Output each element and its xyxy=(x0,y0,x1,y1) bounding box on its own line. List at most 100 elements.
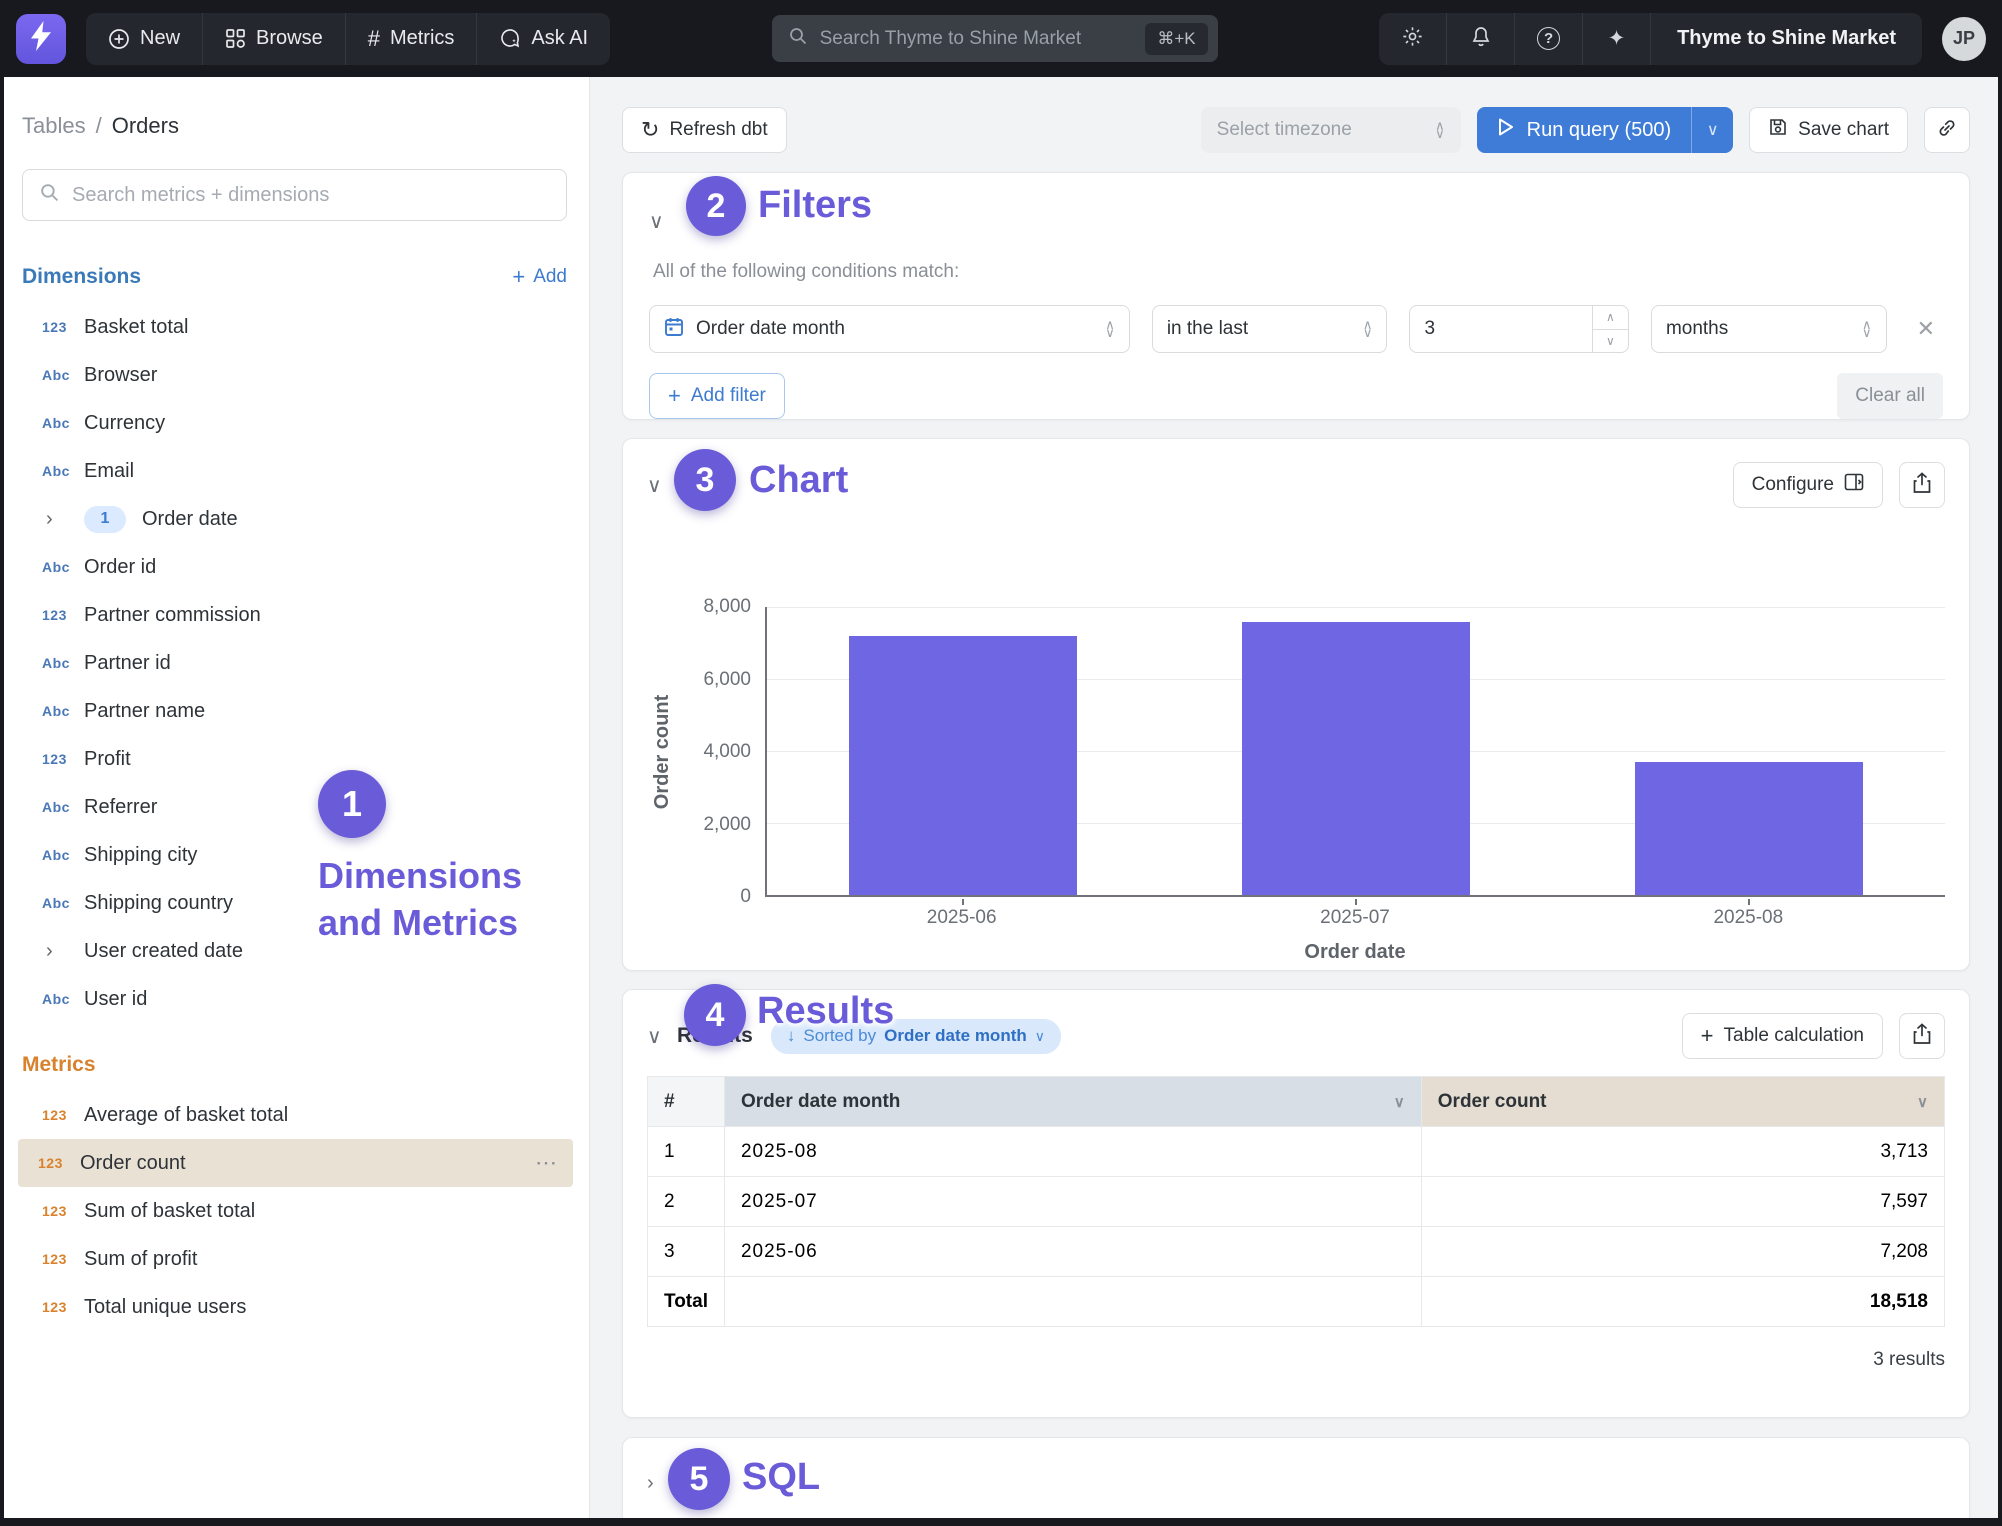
breadcrumb-separator: / xyxy=(96,113,102,139)
save-icon xyxy=(1768,117,1788,143)
string-type-icon: Abc xyxy=(42,895,76,911)
filter-unit-value: months xyxy=(1666,318,1850,340)
ask-ai-button[interactable]: Ask AI xyxy=(477,13,610,65)
dimension-item-profit[interactable]: 123 Profit xyxy=(22,735,567,783)
dimension-label: Profit xyxy=(84,748,131,771)
metric-item-sum-profit[interactable]: 123 Sum of profit xyxy=(22,1235,567,1283)
y-axis-title: Order count xyxy=(647,607,687,897)
global-search[interactable]: ⌘+K xyxy=(772,15,1218,62)
global-search-input[interactable] xyxy=(820,28,1134,50)
table-row[interactable]: 3 2025-06 7,208 xyxy=(648,1227,1945,1277)
results-card: ∨ Results ↓ Sorted by Order date month ∨… xyxy=(622,989,1970,1418)
table-row[interactable]: 2 2025-07 7,597 xyxy=(648,1177,1945,1227)
refresh-dbt-button[interactable]: ↻ Refresh dbt xyxy=(622,107,787,153)
lightning-bolt-icon xyxy=(28,21,54,56)
number-stepper[interactable]: ∧ ∨ xyxy=(1592,306,1628,352)
navbar-right-cluster: ? ✦ Thyme to Shine Market xyxy=(1379,13,1922,65)
dimension-label: Shipping country xyxy=(84,892,233,915)
results-table: # Order date month∨ Order count∨ 1 2025-… xyxy=(647,1076,1945,1327)
results-header-row: # Order date month∨ Order count∨ xyxy=(648,1077,1945,1127)
org-switcher[interactable]: Thyme to Shine Market xyxy=(1651,13,1922,65)
settings-button[interactable] xyxy=(1379,13,1447,65)
table-calculation-button[interactable]: + Table calculation xyxy=(1682,1013,1883,1059)
add-dimension-button[interactable]: + Add xyxy=(512,266,567,288)
filter-field-value: Order date month xyxy=(696,318,1093,340)
metric-item-total-unique-users[interactable]: 123 Total unique users xyxy=(22,1283,567,1331)
run-query-dropdown[interactable]: ∨ xyxy=(1691,107,1733,153)
metric-item-sum-basket-total[interactable]: 123 Sum of basket total xyxy=(22,1187,567,1235)
export-chart-button[interactable] xyxy=(1899,462,1945,508)
chevron-down-icon[interactable]: ∨ xyxy=(649,209,679,234)
filter-operator-select[interactable]: in the last ∧∨ xyxy=(1152,305,1388,353)
filter-field-select[interactable]: Order date month ∧∨ xyxy=(649,305,1130,353)
dimension-item-currency[interactable]: Abc Currency xyxy=(22,399,567,447)
chevron-right-icon[interactable]: › xyxy=(42,508,76,531)
dimension-item-referrer[interactable]: Abc Referrer xyxy=(22,783,567,831)
dimension-label: Order date xyxy=(142,508,238,531)
dimension-item-browser[interactable]: Abc Browser xyxy=(22,351,567,399)
export-results-button[interactable] xyxy=(1899,1013,1945,1059)
table-row[interactable]: 1 2025-08 3,713 xyxy=(648,1127,1945,1177)
metric-item-average-basket-total[interactable]: 123 Average of basket total xyxy=(22,1091,567,1139)
chevron-right-icon[interactable]: › xyxy=(42,940,76,963)
filter-value-field[interactable] xyxy=(1410,318,1580,340)
share-link-button[interactable] xyxy=(1924,107,1970,153)
stepper-down-icon[interactable]: ∨ xyxy=(1593,330,1628,353)
notifications-button[interactable] xyxy=(1447,13,1515,65)
more-options-icon[interactable]: ⋯ xyxy=(535,1150,559,1176)
fields-search[interactable] xyxy=(22,169,567,221)
dimension-item-partner-name[interactable]: Abc Partner name xyxy=(22,687,567,735)
chart-bars xyxy=(767,607,1945,895)
stepper-up-icon[interactable]: ∧ xyxy=(1593,306,1628,330)
chevron-down-icon[interactable]: ∨ xyxy=(647,1024,677,1049)
app-logo[interactable] xyxy=(16,14,66,64)
bar-2025-06[interactable] xyxy=(849,636,1077,895)
month-column-header[interactable]: Order date month∨ xyxy=(724,1077,1421,1127)
new-button[interactable]: New xyxy=(86,13,203,65)
bar-2025-08[interactable] xyxy=(1635,762,1863,896)
share-icon xyxy=(1912,472,1932,499)
remove-filter-button[interactable]: ✕ xyxy=(1909,312,1943,346)
annotation-circle-1: 1 xyxy=(318,770,386,838)
dimension-item-partner-id[interactable]: Abc Partner id xyxy=(22,639,567,687)
browse-button[interactable]: Browse xyxy=(203,13,346,65)
chevron-down-icon[interactable]: ∨ xyxy=(1394,1093,1405,1111)
fields-search-input[interactable] xyxy=(72,184,550,207)
save-chart-button[interactable]: Save chart xyxy=(1749,107,1908,153)
help-icon: ? xyxy=(1537,27,1560,50)
dimension-item-partner-commission[interactable]: 123 Partner commission xyxy=(22,591,567,639)
metrics-list: 123 Average of basket total 123 Order co… xyxy=(22,1091,567,1331)
metrics-button[interactable]: # Metrics xyxy=(346,13,478,65)
bar-2025-07[interactable] xyxy=(1242,622,1470,895)
filter-value-input[interactable]: ∧ ∨ xyxy=(1409,305,1629,353)
top-navbar: New Browse # Metrics xyxy=(0,0,2002,77)
breadcrumb-tables-link[interactable]: Tables xyxy=(22,113,86,139)
add-filter-button[interactable]: + Add filter xyxy=(649,373,785,419)
dimension-item-user-id[interactable]: Abc User id xyxy=(22,975,567,1023)
dimension-item-order-id[interactable]: Abc Order id xyxy=(22,543,567,591)
metric-item-order-count[interactable]: 123 Order count ⋯ xyxy=(18,1139,573,1187)
help-button[interactable]: ? xyxy=(1515,13,1583,65)
window-edge xyxy=(0,1518,2002,1526)
dimension-item-email[interactable]: Abc Email xyxy=(22,447,567,495)
chevron-down-icon[interactable]: ∨ xyxy=(647,473,677,498)
clear-all-button[interactable]: Clear all xyxy=(1837,373,1943,419)
timezone-select[interactable]: Select timezone ∧∨ xyxy=(1201,107,1461,153)
calendar-icon xyxy=(664,316,684,343)
dimension-label: Partner name xyxy=(84,700,205,723)
count-column-header[interactable]: Order count∨ xyxy=(1421,1077,1944,1127)
dimension-label: Basket total xyxy=(84,316,189,339)
explore-sidebar: Tables / Orders Dimensions + Add 123 Bas… xyxy=(0,77,590,1526)
configure-button[interactable]: Configure xyxy=(1733,462,1883,508)
filter-unit-select[interactable]: months ∧∨ xyxy=(1651,305,1887,353)
run-query-button[interactable]: Run query (500) ∨ xyxy=(1477,107,1734,153)
hash-icon: # xyxy=(368,26,380,52)
chevron-down-icon[interactable]: ∨ xyxy=(1917,1093,1928,1111)
dimension-item-basket-total[interactable]: 123 Basket total xyxy=(22,303,567,351)
user-avatar[interactable]: JP xyxy=(1942,17,1986,61)
dimension-item-order-date[interactable]: › 1 Order date xyxy=(22,495,567,543)
sql-card: › xyxy=(622,1437,1970,1526)
search-icon xyxy=(39,182,60,208)
string-type-icon: Abc xyxy=(42,655,76,671)
ai-sparkles-button[interactable]: ✦ xyxy=(1583,13,1651,65)
